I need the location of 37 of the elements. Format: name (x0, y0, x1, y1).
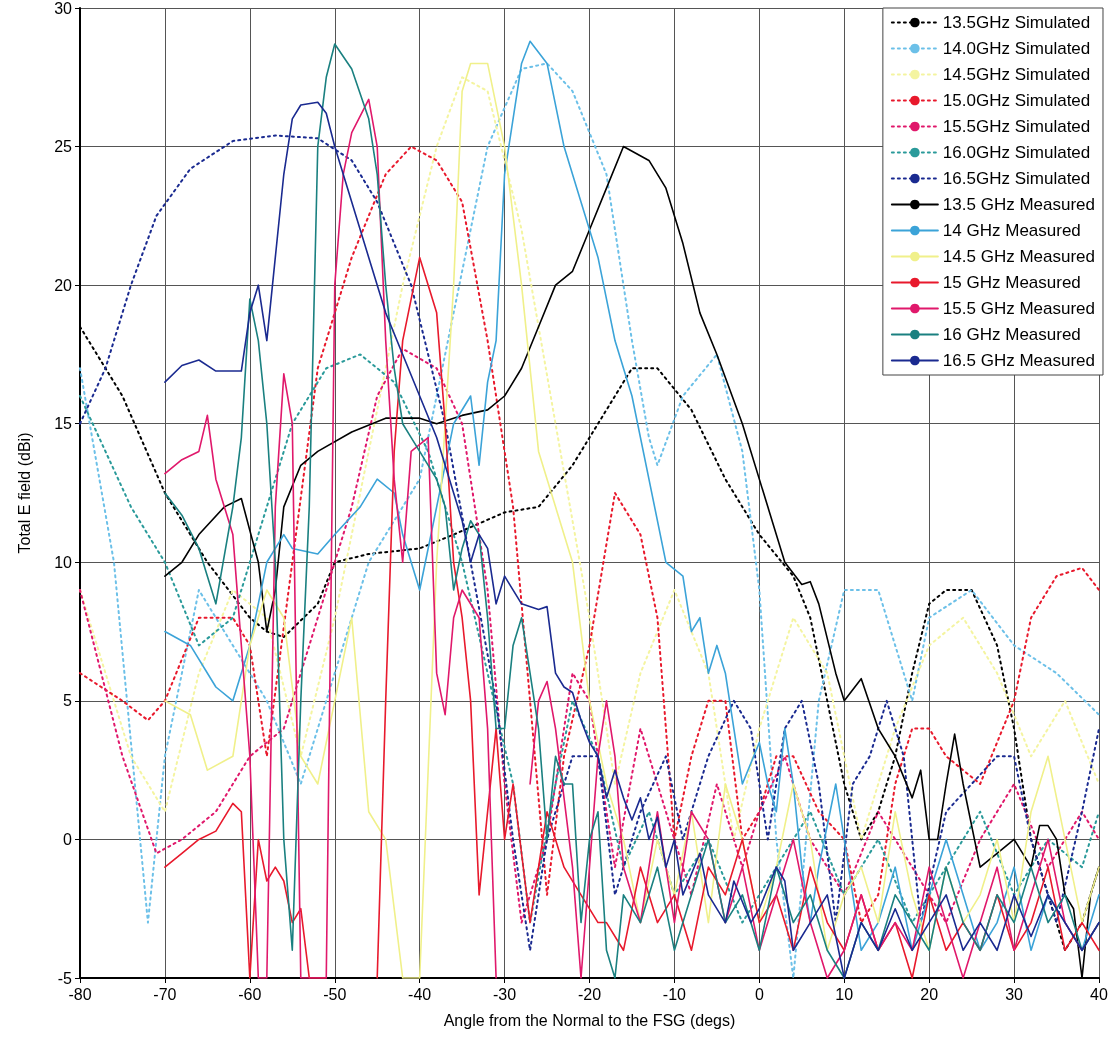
legend-label: 14.0GHz Simulated (942, 39, 1091, 58)
y-tick-label: 15 (54, 415, 73, 433)
legend-label: 14.5 GHz Measured (942, 247, 1096, 266)
y-tick-label: 25 (54, 138, 73, 156)
legend-label: 15.0GHz Simulated (942, 91, 1091, 110)
x-tick-label: -60 (238, 985, 262, 1003)
legend-label: 14.5GHz Simulated (942, 65, 1091, 84)
x-tick-label: 10 (835, 985, 854, 1003)
legend-label: 15.5GHz Simulated (942, 117, 1091, 136)
legend-label: 16.0GHz Simulated (942, 143, 1091, 162)
x-tick-label: -80 (68, 985, 92, 1003)
x-tick-label: 30 (1005, 985, 1024, 1003)
x-tick-label: 40 (1090, 985, 1108, 1003)
y-tick-label: -5 (57, 969, 73, 987)
legend-label: 13.5 GHz Measured (942, 195, 1096, 214)
x-tick-label: 0 (754, 985, 764, 1003)
legend-label: 15.5 GHz Measured (942, 299, 1096, 318)
y-tick-label: 0 (63, 830, 73, 848)
x-tick-label: 20 (920, 985, 939, 1003)
y-tick-label: 20 (54, 276, 73, 294)
legend-label: 16.5 GHz Measured (942, 351, 1096, 370)
legend-label: 13.5GHz Simulated (942, 13, 1091, 32)
x-tick-label: -70 (153, 985, 177, 1003)
y-tick-label: 5 (63, 692, 73, 710)
y-tick-label: 30 (54, 0, 73, 17)
legend-label: 15 GHz Measured (942, 273, 1081, 292)
legend-label: 14 GHz Measured (942, 221, 1081, 240)
legend-label: 16 GHz Measured (942, 325, 1081, 344)
x-axis-title: Angle from the Normal to the FSG (degs) (443, 1011, 736, 1029)
x-tick-label: -40 (408, 985, 432, 1003)
x-tick-label: -50 (323, 985, 347, 1003)
x-tick-label: -20 (577, 985, 602, 1003)
y-tick-label: 10 (54, 553, 73, 571)
legend-label: 16.5GHz Simulated (942, 169, 1091, 188)
y-axis-title: Total E field (dBi) (15, 432, 33, 554)
x-tick-label: -10 (662, 985, 687, 1003)
x-tick-label: -30 (493, 985, 517, 1003)
